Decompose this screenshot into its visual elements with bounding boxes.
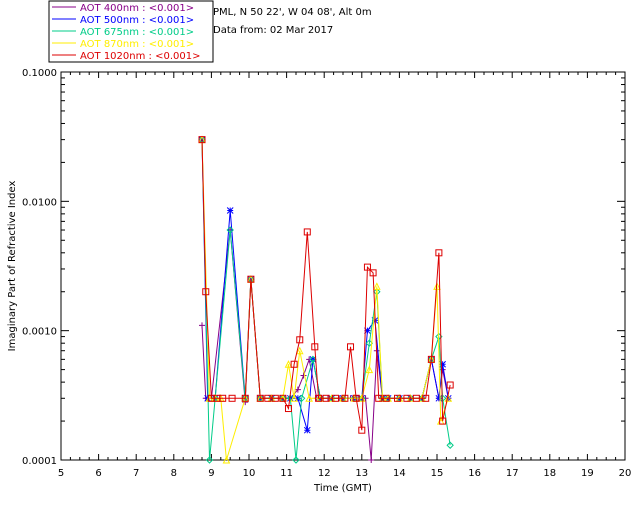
site-info: PML, N 50 22', W 04 08', Alt 0m bbox=[213, 7, 372, 18]
data-point bbox=[427, 355, 435, 363]
data-point bbox=[341, 394, 349, 402]
data-point bbox=[294, 386, 301, 393]
data-point bbox=[311, 343, 319, 351]
data-point bbox=[247, 275, 255, 283]
data-point bbox=[331, 394, 339, 402]
data-point bbox=[296, 336, 304, 344]
data-point bbox=[279, 394, 287, 402]
data-point bbox=[444, 394, 452, 402]
data-point bbox=[222, 455, 231, 464]
x-tick-label: 11 bbox=[280, 468, 293, 479]
data-point bbox=[433, 282, 441, 290]
legend-box bbox=[48, 0, 214, 63]
data-point bbox=[315, 394, 323, 402]
data-point bbox=[439, 360, 446, 368]
y-tick-label: 0.0001 bbox=[22, 456, 57, 467]
series-line bbox=[201, 139, 449, 431]
data-point bbox=[284, 360, 293, 368]
y-tick-label: 0.1000 bbox=[22, 68, 57, 79]
data-point bbox=[358, 426, 366, 434]
data-point bbox=[264, 394, 272, 402]
data-point bbox=[284, 405, 292, 413]
data-point bbox=[271, 394, 279, 402]
data-point bbox=[365, 365, 374, 374]
legend-entry: AOT 675nm : <0.001> bbox=[80, 27, 194, 38]
data-point bbox=[295, 346, 304, 355]
data-point bbox=[199, 322, 205, 329]
x-tick-label: 7 bbox=[133, 468, 139, 479]
legend-entry: AOT 870nm : <0.001> bbox=[80, 39, 194, 50]
y-axis-label: Imaginary Part of Refractive Index bbox=[7, 181, 18, 352]
x-tick-label: 16 bbox=[468, 468, 481, 479]
data-point bbox=[439, 417, 447, 425]
x-tick-label: 18 bbox=[543, 468, 556, 479]
x-tick-label: 17 bbox=[506, 468, 519, 479]
x-tick-label: 9 bbox=[208, 468, 214, 479]
data-point bbox=[352, 394, 360, 402]
series-line bbox=[201, 139, 451, 431]
y-tick-label: 0.0010 bbox=[22, 327, 57, 338]
data-point bbox=[305, 394, 313, 402]
data-point bbox=[403, 394, 411, 402]
x-tick-label: 14 bbox=[393, 468, 406, 479]
data-point bbox=[364, 327, 371, 335]
date-info: Data from: 02 Mar 2017 bbox=[213, 25, 334, 36]
series-line bbox=[201, 139, 449, 460]
data-point bbox=[412, 394, 420, 402]
data-point bbox=[373, 282, 381, 290]
data-point bbox=[228, 394, 236, 402]
data-point bbox=[198, 136, 206, 144]
data-point bbox=[446, 441, 454, 449]
data-point bbox=[292, 456, 300, 464]
data-point bbox=[294, 394, 302, 402]
data-point bbox=[241, 394, 249, 402]
data-point bbox=[444, 394, 453, 402]
data-point bbox=[382, 394, 390, 402]
data-point bbox=[347, 343, 355, 351]
data-point bbox=[435, 394, 443, 402]
data-point bbox=[202, 288, 210, 296]
data-point bbox=[303, 228, 311, 236]
data-point bbox=[422, 394, 430, 402]
x-tick-label: 15 bbox=[431, 468, 444, 479]
data-point bbox=[369, 269, 377, 277]
data-point bbox=[368, 457, 375, 463]
data-point bbox=[226, 226, 234, 234]
data-point bbox=[435, 249, 443, 257]
data-point bbox=[219, 394, 227, 402]
series-line bbox=[201, 139, 451, 460]
legend-entry: AOT 400nm : <0.001> bbox=[80, 3, 194, 14]
data-point bbox=[300, 372, 307, 379]
x-tick-label: 6 bbox=[95, 468, 101, 479]
data-point bbox=[375, 394, 383, 402]
legend-entry: AOT 1020nm : <0.001> bbox=[80, 51, 200, 62]
data-point bbox=[205, 456, 214, 464]
x-tick-label: 5 bbox=[58, 468, 64, 479]
x-tick-label: 13 bbox=[355, 468, 368, 479]
data-point bbox=[309, 355, 317, 364]
data-point bbox=[297, 394, 306, 402]
x-tick-label: 10 bbox=[243, 468, 256, 479]
data-point bbox=[256, 394, 264, 402]
data-point bbox=[290, 394, 298, 402]
x-axis-label: Time (GMT) bbox=[313, 483, 372, 494]
data-point bbox=[363, 263, 371, 271]
x-tick-label: 20 bbox=[619, 468, 632, 479]
x-tick-label: 12 bbox=[318, 468, 331, 479]
data-point bbox=[394, 394, 402, 402]
data-point bbox=[286, 394, 295, 402]
data-point bbox=[322, 394, 330, 402]
x-tick-label: 8 bbox=[171, 468, 177, 479]
data-point bbox=[290, 360, 298, 368]
data-point bbox=[303, 426, 311, 434]
data-point bbox=[446, 381, 454, 389]
data-point bbox=[226, 207, 234, 214]
legend-entry: AOT 500nm : <0.001> bbox=[80, 15, 194, 26]
x-tick-label: 19 bbox=[581, 468, 594, 479]
series-line bbox=[201, 229, 449, 460]
y-tick-label: 0.0100 bbox=[22, 197, 57, 208]
